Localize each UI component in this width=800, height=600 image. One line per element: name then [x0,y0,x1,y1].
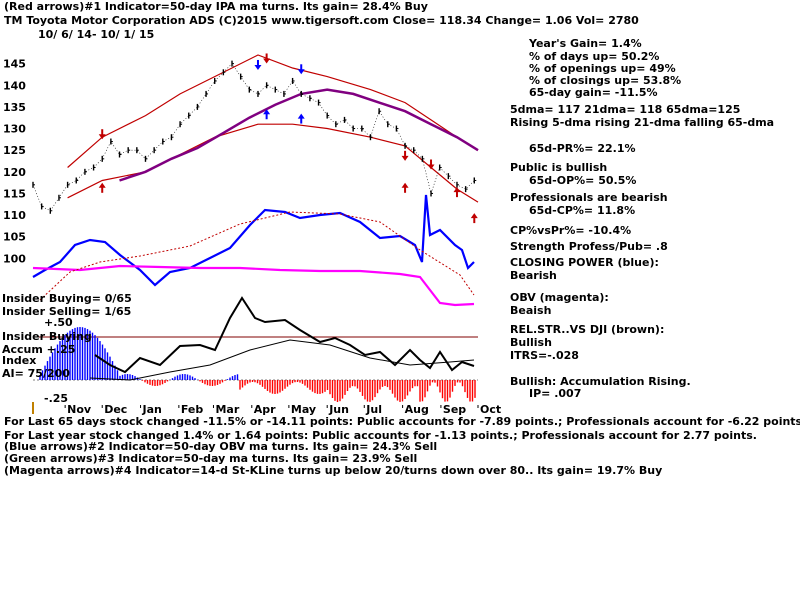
stat-19: Bullish [510,336,552,349]
stat-10: Professionals are bearish [510,191,668,204]
y-tick-label: 110 [3,209,26,222]
signal-arrow-up-icon [297,113,305,119]
ai-label: AI= 75/200 [2,367,70,380]
stat-4: 65-day gain= -11.5% [529,86,658,99]
signal-arrow-up-icon [98,182,106,188]
stat-6: Rising 5-dma rising 21-dma falling 65-dm… [510,116,775,129]
x-tick-label: Jun [328,403,349,416]
x-tick-label: Dec [104,403,127,416]
y-tick-label: 115 [3,187,26,200]
footer-line-3: (Green arrows)#3 Indicator=50-day ma tur… [4,452,418,465]
signal-arrow-down-icon [427,164,435,170]
signal-arrow-up-icon [470,213,478,219]
stat-2: % of openings up= 49% [529,62,676,75]
stat-14: CLOSING POWER (blue): [510,256,659,269]
y-tick-label: 135 [3,101,26,114]
signal-arrow-up-icon [401,182,409,188]
index-label: Index [2,354,37,367]
stat-21: Bullish: Accumulation Rising. [510,375,691,388]
x-tick-label: Jul [365,403,382,416]
insider-buying-2-label: Insider Buying [2,330,92,343]
insider-buying-label: Insider Buying= 0/65 [2,292,132,305]
stat-17: Beaish [510,304,552,317]
y-tick-label: 140 [3,79,26,92]
stat-7: 65d-PR%= 22.1% [529,142,636,155]
relstr-ma-line [89,339,475,381]
stat-13: Strength Profess/Pub= .8 [510,240,668,253]
series-line-lower-band [67,123,479,203]
stat-9: 65d-OP%= 50.5% [529,174,637,187]
stat-20: ITRS=-.028 [510,349,579,362]
stat-11: 65d-CP%= 11.8% [529,204,636,217]
stat-15: Bearish [510,269,557,282]
stat-8: Public is bullish [510,161,608,174]
accum-plus50-label: +.50 [44,316,73,329]
y-tick-label: 100 [3,252,26,265]
x-tick-label: Mar [215,403,239,416]
relstr-line [94,296,475,374]
signal-arrow-up-icon [453,187,461,193]
series-line-price [32,63,475,212]
signal-arrow-down-icon [98,134,106,140]
header-line-3: 10/ 6/ 14- 10/ 1/ 15 [38,28,155,41]
x-tick-label: Sep [443,403,466,416]
obv-line [32,264,475,307]
closing-power-line [32,194,475,287]
stat-0: Year's Gain= 1.4% [529,37,642,50]
accum-minus25-label: -.25 [44,392,69,405]
signal-arrow-up-icon [263,109,271,115]
x-tick-label: Apr [254,403,276,416]
stat-1: % of days up= 50.2% [529,50,660,63]
x-tick-label: May [291,403,316,416]
header-line-2: TM Toyota Motor Corporation ADS (C)2015 … [4,14,639,27]
y-tick-label: 105 [3,231,26,244]
y-tick-label: 125 [3,144,26,157]
x-tick-label: Jan [142,403,162,416]
stat-5: 5dma= 117 21dma= 118 65dma=125 [510,103,741,116]
signal-arrow-down-icon [254,64,262,70]
stat-3: % of closings up= 53.8% [529,74,682,87]
footer-line-2: (Blue arrows)#2 Indicator=50-day OBV ma … [4,440,438,453]
stat-16: OBV (magenta): [510,291,609,304]
stat-18: REL.STR..VS DJI (brown): [510,323,665,336]
signal-arrow-down-icon [263,58,271,64]
x-tick-label: Oct [480,403,501,416]
stat-12: CP%vsPr%= -10.4% [510,224,632,237]
footer-line-0: For Last 65 days stock changed -11.5% or… [4,415,800,428]
series-line-upper-band [67,54,479,168]
footer-line-1: For Last year stock changed 1.4% or 1.64… [4,429,757,442]
relstr-dotted-line [39,211,475,301]
y-tick-label: 120 [3,166,26,179]
signal-arrow-down-icon [297,69,305,75]
insider-selling-label: Insider Selling= 1/65 [2,305,132,318]
x-tick-label: Nov [67,403,92,416]
x-tick-label: Feb [181,403,204,416]
signal-arrow-down-icon [401,155,409,161]
y-tick-label: 130 [3,123,26,136]
accum-plus25-label: Accum +.25 [2,343,76,356]
series-line-65-dma [119,88,479,182]
stat-22: IP= .007 [529,387,582,400]
header-line-1: (Red arrows)#1 Indicator=50-day IPA ma t… [4,0,428,13]
x-tick-label: Aug [405,403,429,416]
y-tick-label: 145 [3,58,26,71]
footer-line-4: (Magenta arrows)#4 Indicator=14-d St-KLi… [4,464,663,477]
